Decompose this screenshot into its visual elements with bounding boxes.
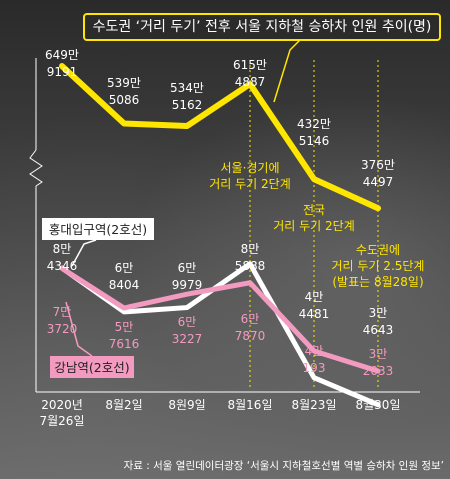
data-label: 5888 bbox=[235, 259, 266, 273]
data-label: 8만 bbox=[241, 242, 260, 256]
data-label: 193 bbox=[303, 361, 326, 375]
x-tick-label: 8원9일 bbox=[168, 398, 205, 412]
data-label: 3227 bbox=[172, 332, 203, 346]
data-label: 3720 bbox=[47, 322, 78, 336]
data-label: 9979 bbox=[172, 278, 203, 292]
legend-label-gangnam: 강남역(2호선) bbox=[54, 360, 129, 375]
series-line bbox=[59, 63, 381, 212]
legend-box-hongdae bbox=[42, 218, 154, 240]
data-label: 6만 bbox=[115, 261, 134, 275]
event-annotation: 전국 bbox=[303, 203, 325, 217]
event-annotation: 서울·경기에 bbox=[220, 161, 279, 175]
event-annotation: 거리 두기 2.5단계 bbox=[332, 259, 425, 273]
data-label: 9191 bbox=[47, 65, 78, 79]
data-label: 4887 bbox=[235, 75, 266, 89]
data-label: 7만 bbox=[53, 305, 72, 319]
series-line bbox=[59, 261, 381, 408]
data-label: 5146 bbox=[299, 134, 330, 148]
data-label: 432만 bbox=[297, 117, 331, 131]
data-label: 6만 bbox=[241, 312, 260, 326]
data-label: 4481 bbox=[299, 307, 330, 321]
data-label: 5162 bbox=[172, 98, 203, 112]
axis-break-mark bbox=[29, 149, 43, 187]
data-label: 2033 bbox=[363, 364, 394, 378]
event-annotation: 거리 두기 2단계 bbox=[209, 177, 291, 191]
x-tick-label: 2020년 bbox=[41, 398, 83, 412]
data-label: 376만 bbox=[361, 158, 395, 172]
legend-label-hongdae: 홍대입구역(2호선) bbox=[49, 222, 147, 237]
data-label: 6만 bbox=[178, 261, 197, 275]
data-label: 4만 bbox=[305, 344, 324, 358]
title-callout-line bbox=[273, 39, 310, 103]
title-bar bbox=[84, 14, 440, 40]
data-label: 5만 bbox=[115, 320, 134, 334]
data-label: 8만 bbox=[53, 242, 72, 256]
data-label: 4497 bbox=[363, 175, 394, 189]
x-tick-label: 8월16일 bbox=[228, 398, 273, 412]
x-tick-label: 8월23일 bbox=[292, 398, 337, 412]
title-frame bbox=[83, 13, 441, 41]
event-annotation: 거리 두기 2단계 bbox=[273, 219, 355, 233]
legend-box-gangnam bbox=[50, 356, 134, 378]
data-label: 6만 bbox=[178, 315, 197, 329]
data-label: 5086 bbox=[109, 93, 140, 107]
event-annotation: 수도권에 bbox=[356, 243, 400, 257]
data-label: 4만 bbox=[305, 290, 324, 304]
x-tick-label: 8월2일 bbox=[105, 398, 142, 412]
data-label: 615만 bbox=[233, 58, 267, 72]
data-label: 3만 bbox=[369, 347, 388, 361]
data-label: 649만 bbox=[45, 48, 79, 62]
data-label: 7616 bbox=[109, 337, 140, 351]
data-label: 4346 bbox=[47, 259, 78, 273]
data-label: 8404 bbox=[109, 278, 140, 292]
data-label: 539만 bbox=[107, 76, 141, 90]
chart-title: 수도권 ‘거리 두기’ 전후 서울 지하철 승하차 인원 추이(명) bbox=[92, 19, 432, 35]
data-label: 7870 bbox=[235, 329, 266, 343]
event-annotation: (발표는 8월28일) bbox=[332, 275, 423, 289]
legend-callout-hongdae bbox=[71, 239, 97, 267]
series-line bbox=[59, 265, 381, 374]
data-label: 534만 bbox=[170, 81, 204, 95]
data-label: 3만 bbox=[369, 306, 388, 320]
data-label: 4643 bbox=[363, 323, 394, 337]
legend-callout-gangnam bbox=[65, 301, 93, 357]
source-caption: 자료 : 서울 열린데이터광장 ‘서울시 지하철호선별 역별 승하차 인원 정보… bbox=[123, 460, 444, 472]
x-tick-label: 7월26일 bbox=[40, 414, 85, 428]
